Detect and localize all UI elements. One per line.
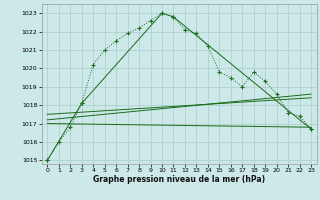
X-axis label: Graphe pression niveau de la mer (hPa): Graphe pression niveau de la mer (hPa) [93, 175, 265, 184]
